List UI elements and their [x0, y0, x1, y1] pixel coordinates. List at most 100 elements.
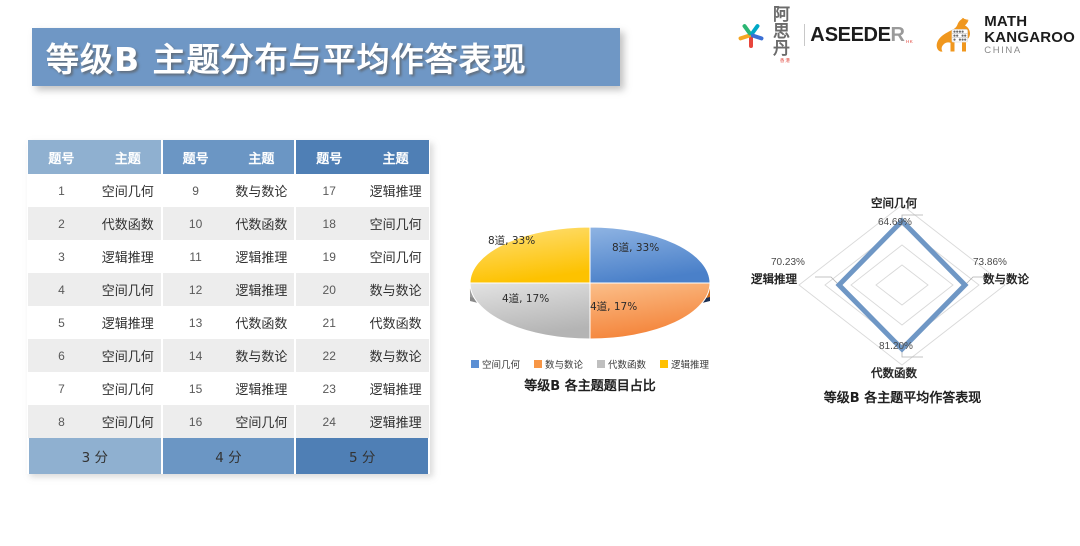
pie-label-3: 8道, 33% — [488, 235, 536, 247]
pie-chart-svg — [469, 226, 711, 340]
header-topic-1: 主题 — [94, 140, 162, 174]
cell-question-number: 1 — [28, 174, 95, 207]
cell-question-number: 5 — [28, 306, 95, 339]
footer-score-3: 5 分 — [294, 438, 430, 474]
cell-question-number: 7 — [28, 372, 95, 405]
radar-axis-label-2: 代数函数 — [871, 366, 917, 380]
cell-question-number: 6 — [28, 339, 95, 372]
cell-question-number: 4 — [28, 273, 95, 306]
aseeder-en-a: A — [810, 23, 825, 46]
cell-topic: 空间几何 — [94, 339, 162, 372]
table-header-row: 题号 主题 题号 主题 题号 主题 — [28, 140, 429, 174]
header-topic-2: 主题 — [228, 140, 296, 174]
aseeder-hk-text: HK — [905, 38, 914, 44]
radar-axis-label-1: 数与数论 — [983, 272, 1029, 286]
radar-value-label-0: 64.69% — [878, 217, 912, 228]
logo-bar: 阿思丹 香港 A SEEDE R HK MATH KANGAROO — [735, 6, 1075, 62]
cell-topic: 空间几何 — [94, 405, 162, 438]
cell-question-number: 3 — [28, 240, 95, 273]
cell-topic: 空间几何 — [228, 405, 296, 438]
page-title: 等级B 主题分布与平均作答表现 — [46, 40, 527, 79]
aseeder-chinese-name: 阿思丹 香港 — [773, 4, 798, 64]
legend-label: 逻辑推理 — [671, 360, 710, 371]
footer-score-1: 3 分 — [27, 438, 163, 474]
kangaroo-line1: MATH — [984, 13, 1028, 31]
cell-topic: 空间几何 — [362, 240, 429, 273]
table-row: 6 空间几何 14 数与数论 22 数与数论 — [28, 339, 429, 372]
page-title-banner: 等级B 主题分布与平均作答表现 — [32, 28, 620, 86]
header-num-3: 题号 — [294, 140, 363, 174]
table-row: 2 代数函数 10 代数函数 18 空间几何 — [28, 207, 429, 240]
table-row: 3 逻辑推理 11 逻辑推理 19 空间几何 — [28, 240, 429, 273]
legend-swatch-icon — [470, 360, 479, 368]
radar-axis-label-3: 逻辑推理 — [751, 272, 797, 286]
cell-topic: 数与数论 — [362, 339, 429, 372]
cell-question-number: 9 — [160, 174, 229, 207]
cell-topic: 数与数论 — [228, 339, 296, 372]
cell-question-number: 24 — [294, 405, 363, 438]
legend-swatch-icon — [597, 360, 605, 368]
table-footer-row: 3 分 4 分 5 分 — [27, 438, 430, 474]
pie-legend: 空间几何 数与数论 代数函数 逻辑推理 — [440, 357, 740, 371]
pie-legend-item[interactable]: 代数函数 — [597, 357, 646, 371]
table-row: 7 空间几何 15 逻辑推理 23 逻辑推理 — [28, 372, 429, 405]
cell-question-number: 8 — [28, 405, 95, 438]
cell-topic: 代数函数 — [228, 207, 296, 240]
pie-legend-item[interactable]: 逻辑推理 — [660, 357, 709, 371]
cell-topic: 逻辑推理 — [228, 273, 296, 306]
cell-topic: 代数函数 — [228, 306, 296, 339]
radar-value-label-3: 70.23% — [771, 257, 805, 268]
cell-question-number: 10 — [160, 207, 229, 240]
table-row: 8 空间几何 16 空间几何 24 逻辑推理 — [28, 405, 429, 438]
aseeder-cn-text: 阿思丹 — [773, 4, 791, 59]
math-kangaroo-logo: MATH KANGAROO CHINA — [931, 14, 1075, 55]
cell-topic: 逻辑推理 — [362, 174, 429, 207]
kangaroo-line2: KANGAROO — [984, 28, 1075, 46]
kangaroo-icon — [936, 17, 971, 52]
pie-label-2: 4道, 17% — [502, 293, 550, 305]
cell-question-number: 13 — [160, 306, 229, 339]
radar-axis-label-0: 空间几何 — [871, 196, 917, 210]
legend-label: 数与数论 — [544, 360, 583, 371]
cell-question-number: 22 — [294, 339, 363, 372]
radar-chart-title: 等级B 各主题平均作答表现 — [823, 391, 982, 406]
pie-label-1: 4道, 17% — [590, 301, 638, 313]
cell-question-number: 14 — [160, 339, 229, 372]
topic-distribution-table: 题号 主题 题号 主题 题号 主题 1 空间几何 9 数与数论 17 逻辑推理 2 代数函数 1… — [27, 140, 430, 474]
cell-topic: 逻辑推理 — [362, 405, 429, 438]
cell-question-number: 20 — [294, 273, 363, 306]
cell-topic: 逻辑推理 — [94, 306, 162, 339]
kangaroo-text: MATH KANGAROO CHINA — [984, 14, 1075, 55]
footer-score-2: 4 分 — [160, 438, 297, 474]
cell-topic: 数与数论 — [228, 174, 296, 207]
table-row: 1 空间几何 9 数与数论 17 逻辑推理 — [28, 174, 429, 207]
pie-legend-item[interactable]: 数与数论 — [533, 357, 583, 371]
header-topic-3: 主题 — [362, 140, 429, 174]
aseeder-en-mid: SEEDE — [824, 23, 891, 46]
aseeder-en-r: R — [890, 23, 905, 46]
cell-question-number: 19 — [294, 240, 363, 273]
starburst-icon — [735, 19, 767, 51]
radar-grid — [798, 204, 1006, 366]
cell-question-number: 18 — [294, 207, 363, 240]
legend-label: 代数函数 — [608, 360, 647, 371]
cell-topic: 空间几何 — [94, 372, 162, 405]
cell-topic: 逻辑推理 — [228, 372, 296, 405]
radar-chart: 空间几何 数与数论 代数函数 逻辑推理 64.69% 73.86% 81.20%… — [745, 185, 1060, 415]
cell-question-number: 11 — [160, 240, 229, 273]
cell-question-number: 16 — [160, 405, 229, 438]
kangaroo-line3: CHINA — [984, 44, 1022, 56]
cell-question-number: 15 — [160, 372, 229, 405]
header-num-1: 题号 — [28, 140, 95, 174]
cell-topic: 代数函数 — [362, 306, 429, 339]
cell-question-number: 2 — [28, 207, 95, 240]
cell-topic: 逻辑推理 — [94, 240, 162, 273]
radar-value-label-2: 81.20% — [879, 341, 913, 352]
header-num-2: 题号 — [160, 140, 229, 174]
cell-topic: 空间几何 — [362, 207, 429, 240]
pie-legend-item[interactable]: 空间几何 — [470, 357, 520, 371]
cell-topic: 逻辑推理 — [362, 372, 429, 405]
table-row: 5 逻辑推理 13 代数函数 21 代数函数 — [28, 306, 429, 339]
cell-question-number: 21 — [294, 306, 363, 339]
aseeder-cn-subtext: 香港 — [779, 57, 791, 63]
